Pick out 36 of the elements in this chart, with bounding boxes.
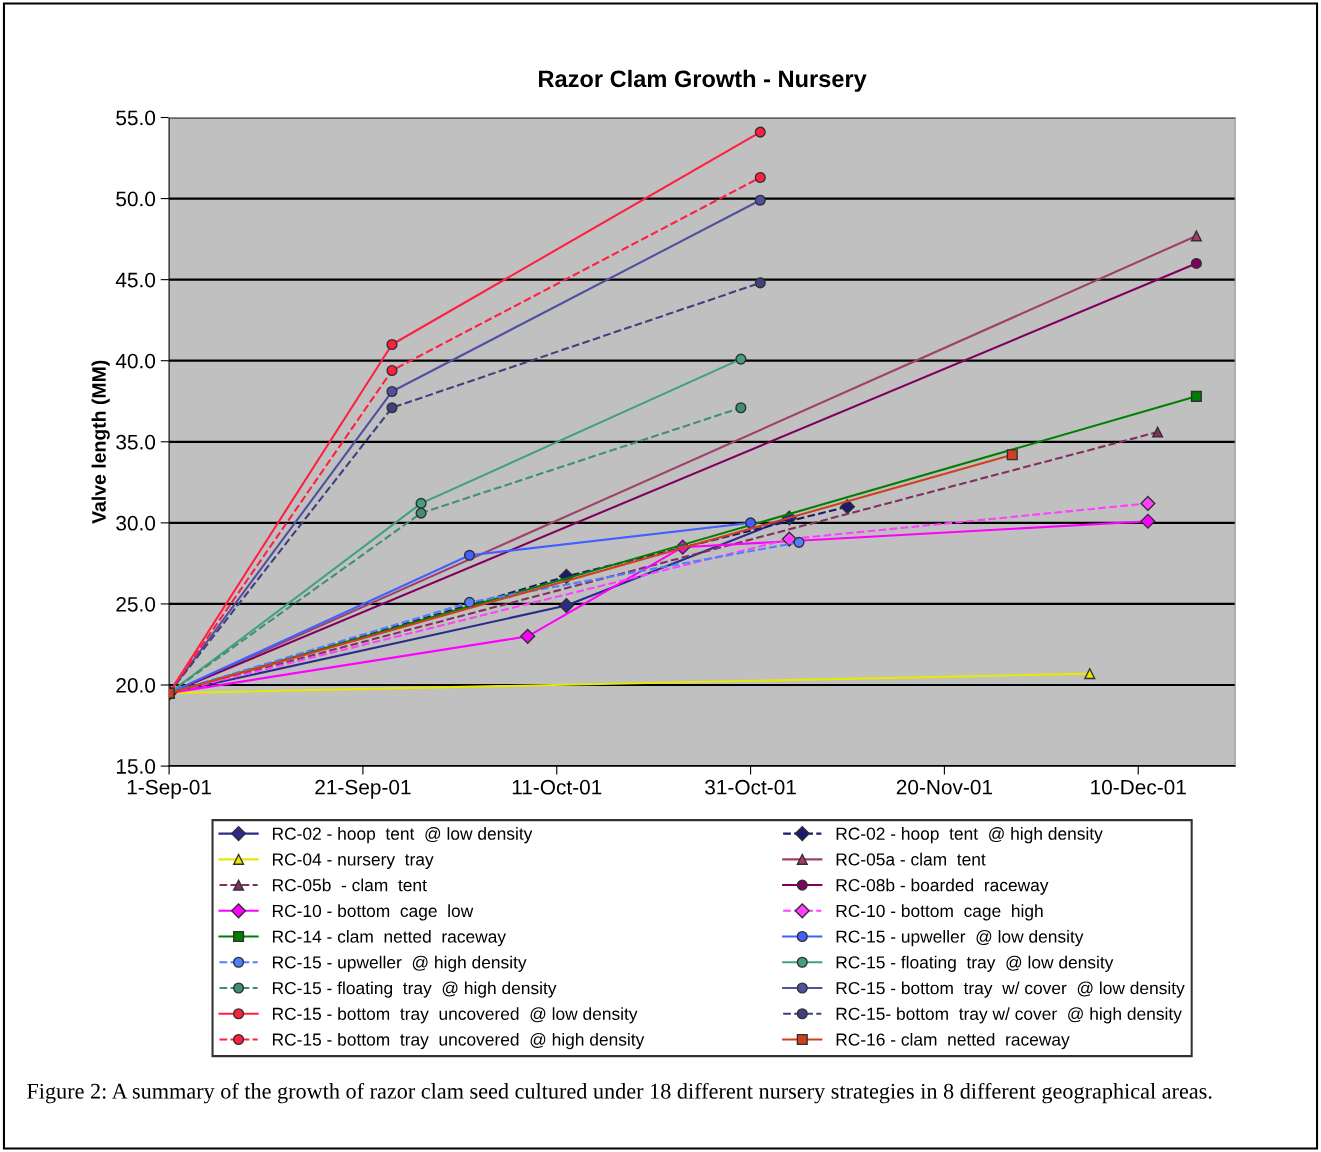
legend-label: RC-10 - bottom cage high	[836, 904, 1043, 921]
legend-label: RC-15 - floating tray @ high density	[272, 981, 557, 998]
x-tick-label: 1-Sep-01	[127, 779, 211, 799]
legend-label: RC-10 - bottom cage low	[272, 904, 474, 921]
y-tick-label: 30.0	[116, 515, 156, 531]
caption: Figure 2: A summary of the growth of razor clam seed cultured under 18 different nursery strategies in 8 different geographical areas.	[27, 1082, 1212, 1104]
y-tick-label: 45.0	[115, 272, 156, 288]
legend-label: RC-05b - clam tent	[272, 878, 427, 892]
x-tick-label: 20-Nov-01	[896, 779, 993, 795]
legend-label: RC-15 - upweller @ high density	[272, 955, 527, 972]
y-tick-label: 25.0	[116, 596, 156, 612]
y-axis-title: Valve length (MM)	[91, 360, 110, 524]
legend-label: RC-15 - bottom tray uncovered @ low density	[272, 1007, 638, 1024]
y-tick-label: 40.0	[115, 353, 156, 369]
y-tick-label: 35.0	[116, 434, 156, 450]
legend-label: RC-02 - hoop tent @ high density	[836, 827, 1103, 844]
legend-label: RC-02 - hoop tent @ low density	[272, 827, 533, 844]
legend-label: RC-15 - bottom tray uncovered @ high density	[272, 1032, 645, 1050]
legend-label: RC-15 - bottom tray w/ cover @ low density	[836, 981, 1185, 998]
y-tick-label: 50.0	[116, 191, 156, 207]
y-tick-label: 55.0	[116, 110, 156, 126]
y-tick-label: 20.0	[116, 678, 156, 693]
legend-label: RC-05a - clam tent	[836, 852, 986, 866]
x-tick-label: 21-Sep-01	[315, 779, 411, 799]
x-tick-label: 11-Oct-01	[512, 779, 602, 795]
legend-label: RC-14 - clam netted raceway	[272, 930, 506, 947]
chart-title: Razor Clam Growth - Nursery	[539, 69, 867, 92]
legend-label: RC-15 - floating tray @ low density	[836, 955, 1114, 972]
legend-label: RC-15- bottom tray w/ cover @ high density	[836, 1007, 1182, 1024]
y-tick-label: 15.0	[116, 759, 156, 774]
legend-label: RC-15 - upweller @ low density	[836, 930, 1084, 947]
x-tick-label: 31-Oct-01	[705, 779, 796, 795]
legend-label: RC-16 - clam netted raceway	[836, 1032, 1070, 1050]
legend-label: RC-04 - nursery tray	[272, 853, 434, 870]
legend-label: RC-08b - boarded raceway	[836, 878, 1049, 895]
x-tick-label: 10-Dec-01	[1091, 779, 1186, 795]
